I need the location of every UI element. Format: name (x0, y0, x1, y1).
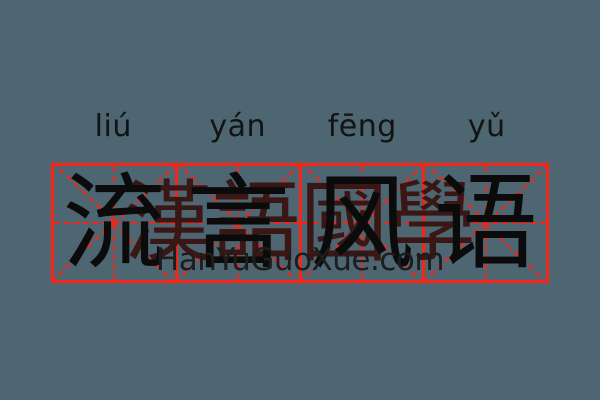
grid-cell-4: 语 (422, 161, 549, 285)
hanzi-glyph-1: 流 (62, 162, 167, 284)
center-horizontal-guide (177, 222, 299, 224)
center-horizontal-guide (54, 222, 175, 224)
pinyin-liu: liú (94, 109, 132, 144)
grid-cell-3: 风 (298, 161, 426, 285)
grid-cell-2: 言 (174, 161, 302, 285)
hanzi-glyph-2: 言 (186, 162, 291, 284)
center-horizontal-guide (425, 222, 546, 224)
grid-cell-1: 流 (51, 161, 178, 285)
pinyin-yan: yán (209, 109, 267, 144)
center-horizontal-guide (301, 222, 423, 224)
hanzi-glyph-3: 风 (309, 162, 414, 284)
pinyin-row: liú yán fēng yǔ (51, 98, 549, 144)
pinyin-feng: fēng (327, 109, 397, 144)
hanzi-glyph-4: 语 (433, 162, 538, 284)
pinyin-yu: yǔ (467, 109, 506, 144)
character-grid: 流 言 风 语 (51, 161, 549, 285)
